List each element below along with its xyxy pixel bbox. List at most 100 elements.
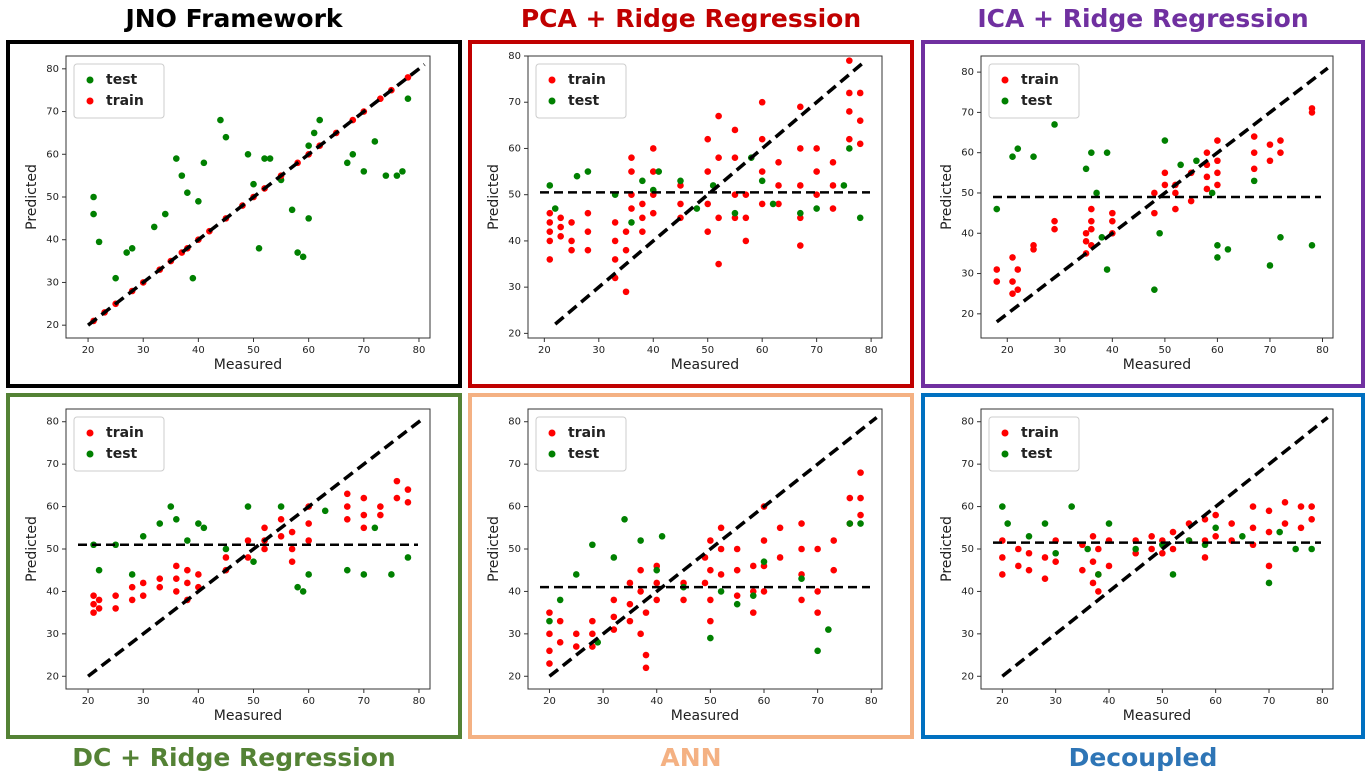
data-point: [1014, 266, 1022, 273]
data-point: [733, 566, 741, 574]
data-point: [572, 571, 580, 578]
data-point: [173, 562, 180, 570]
x-tick-label: 30: [597, 696, 610, 707]
data-point: [1159, 549, 1166, 557]
data-point: [546, 609, 553, 616]
data-point: [112, 592, 119, 599]
data-point: [814, 588, 821, 595]
y-tick-label: 80: [46, 64, 59, 75]
data-point: [195, 571, 202, 578]
data-point: [139, 532, 147, 540]
data-point: [1088, 225, 1095, 233]
data-point: [758, 177, 766, 185]
data-point: [189, 274, 197, 282]
data-point: [305, 215, 312, 222]
data-point: [288, 558, 296, 566]
data-point: [1151, 189, 1158, 197]
data-point: [90, 193, 97, 201]
legend-label: train: [568, 425, 606, 441]
data-point: [639, 214, 646, 222]
data-point: [1009, 278, 1016, 285]
data-point: [377, 503, 384, 510]
data-point: [1172, 189, 1179, 197]
data-point: [1068, 503, 1075, 510]
data-point: [628, 154, 635, 162]
data-point: [184, 189, 191, 197]
data-point: [1148, 532, 1155, 540]
data-point: [1051, 225, 1058, 233]
y-tick-label: 40: [46, 235, 59, 246]
x-tick-label: 20: [82, 696, 95, 707]
data-point: [857, 494, 864, 502]
data-point: [244, 150, 252, 158]
data-point: [261, 155, 268, 162]
legend-marker: [1001, 450, 1009, 458]
data-point: [371, 524, 379, 532]
data-point: [90, 210, 97, 218]
data-point: [846, 108, 853, 115]
data-point: [1172, 205, 1179, 213]
data-point: [360, 571, 368, 578]
legend-box: [535, 63, 627, 119]
data-point: [589, 630, 596, 638]
data-point: [568, 237, 575, 245]
data-point: [649, 209, 657, 217]
data-point: [589, 541, 596, 549]
data-point: [797, 209, 804, 217]
identity-line: [86, 416, 426, 678]
data-point: [742, 237, 750, 245]
y-axis-label: Predicted: [939, 164, 955, 230]
data-point: [830, 566, 838, 574]
data-point: [814, 609, 821, 616]
x-tick-label: 30: [1049, 696, 1062, 707]
data-point: [305, 142, 312, 150]
data-point: [95, 605, 103, 612]
y-axis-label: Predicted: [486, 516, 502, 582]
data-point: [123, 249, 130, 256]
data-point: [250, 558, 257, 566]
data-point: [305, 571, 312, 578]
y-tick-label: 80: [508, 51, 521, 62]
x-tick-label: 70: [810, 345, 823, 356]
data-point: [653, 566, 661, 574]
data-point: [622, 228, 630, 235]
data-point: [1169, 528, 1177, 536]
data-point: [404, 554, 412, 561]
data-point: [589, 617, 596, 625]
panel-frame: [468, 40, 914, 388]
data-point: [568, 219, 575, 226]
legend-marker: [548, 429, 556, 437]
x-tick-label: 60: [756, 345, 769, 356]
data-point: [814, 545, 821, 553]
data-point: [1308, 109, 1316, 116]
data-point: [139, 592, 147, 599]
x-tick-label: 80: [413, 696, 426, 707]
data-point: [1132, 545, 1139, 553]
y-tick-label: 80: [961, 67, 974, 78]
x-tick-label: 40: [192, 345, 205, 356]
data-point: [584, 228, 592, 235]
data-point: [1105, 562, 1113, 570]
data-point: [611, 237, 619, 245]
data-point: [156, 520, 164, 527]
data-point: [798, 596, 805, 604]
data-point: [568, 246, 575, 254]
data-point: [857, 520, 864, 527]
x-tick-label: 80: [413, 345, 426, 356]
data-point: [546, 219, 554, 226]
y-tick-label: 40: [961, 586, 974, 597]
y-tick-label: 50: [961, 188, 974, 199]
data-point: [360, 494, 368, 502]
data-point: [693, 205, 701, 212]
data-point: [628, 219, 635, 226]
x-tick-label: 20: [538, 345, 551, 356]
data-point: [1208, 189, 1216, 197]
data-point: [649, 145, 657, 152]
x-tick-label: 40: [192, 696, 205, 707]
x-tick-label: 40: [1103, 696, 1116, 707]
data-point: [244, 554, 252, 561]
data-point: [200, 524, 208, 532]
data-point: [1030, 246, 1037, 253]
data-point: [95, 238, 103, 246]
data-point: [1082, 229, 1090, 237]
